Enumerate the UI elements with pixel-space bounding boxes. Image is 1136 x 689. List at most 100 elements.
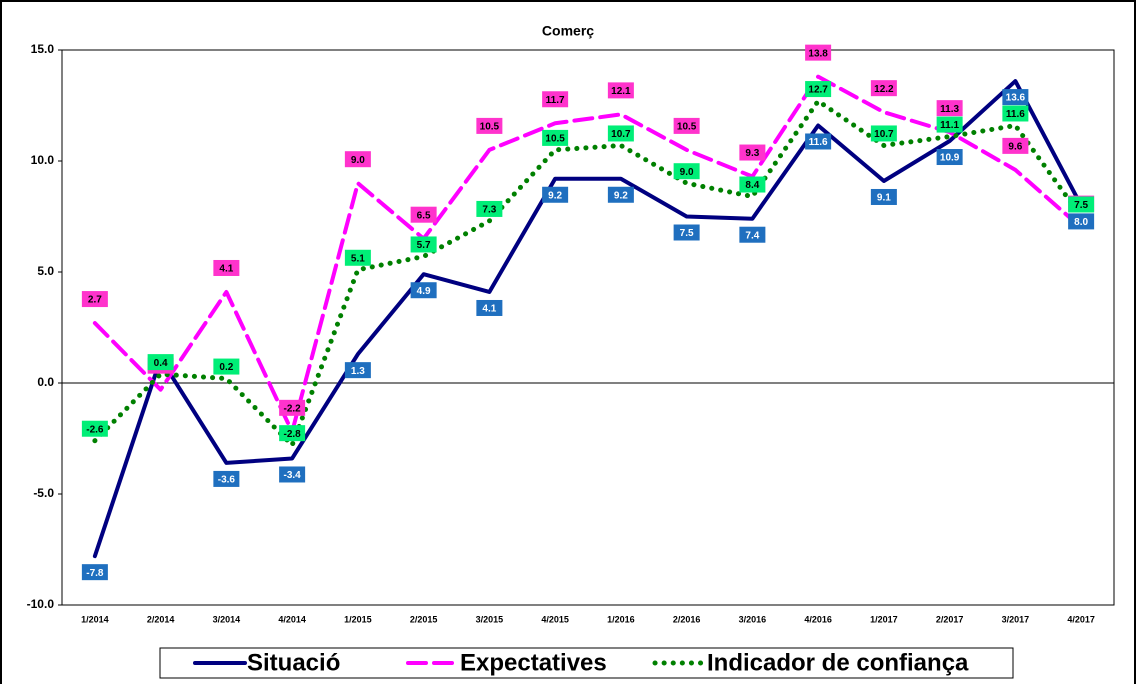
data-label: 13.6: [1006, 93, 1026, 104]
data-label-box: [81, 564, 108, 581]
data-label-box: [1002, 89, 1029, 106]
data-label: 13.8: [808, 48, 828, 59]
data-label: 5.7: [417, 240, 431, 251]
x-tick-label: 2/2014: [147, 614, 175, 624]
data-label-box: [739, 176, 766, 193]
data-label: 4.1: [219, 264, 233, 275]
data-label-box: [673, 163, 700, 180]
data-label-box: [936, 149, 963, 166]
x-tick-label: 3/2016: [739, 614, 767, 624]
x-tick-label: 3/2017: [1002, 614, 1030, 624]
data-label-box: [805, 44, 832, 61]
data-label-box: [805, 81, 832, 98]
data-label: 11.1: [940, 120, 959, 131]
data-label: 4.9: [417, 286, 431, 297]
data-label-box: [476, 200, 503, 217]
data-label-box: [476, 299, 503, 316]
data-label-box: [870, 125, 897, 142]
data-label: 10.9: [940, 153, 960, 164]
data-label-box: [147, 354, 174, 371]
chart-title: Comerç: [542, 23, 594, 39]
data-label: -2.6: [86, 424, 104, 435]
data-label-box: [410, 236, 437, 253]
data-label: 0.2: [219, 362, 233, 373]
data-label-box: [542, 129, 569, 146]
data-label-box: [673, 117, 700, 134]
data-label: 9.0: [680, 167, 694, 178]
data-label: 10.7: [611, 129, 631, 140]
data-label: 2.7: [88, 295, 102, 306]
data-label: 11.7: [546, 95, 565, 106]
data-label: -3.4: [284, 470, 302, 481]
data-label-box: [279, 399, 306, 416]
data-label-box: [1002, 105, 1029, 122]
data-label: 4.1: [482, 304, 496, 315]
data-label-box: [1068, 213, 1095, 230]
data-label: 9.3: [745, 148, 759, 159]
data-label: 12.7: [808, 85, 828, 96]
data-label-box: [213, 358, 240, 375]
data-label-box: [542, 186, 569, 203]
data-label: -2.8: [284, 429, 302, 440]
data-label-box: [673, 224, 700, 241]
x-tick-label: 1/2014: [81, 614, 109, 624]
y-tick-label: 0.0: [37, 375, 54, 389]
x-tick-label: 2/2017: [936, 614, 964, 624]
data-label-box: [81, 420, 108, 437]
x-tick-label: 2/2016: [673, 614, 701, 624]
y-tick-label: 10.0: [31, 153, 55, 167]
data-label: 10.5: [545, 134, 565, 145]
data-label: -7.8: [86, 568, 104, 579]
x-tick-label: 4/2016: [804, 614, 832, 624]
data-label-box: [344, 151, 371, 168]
data-label: 10.5: [677, 122, 697, 133]
data-label: 5.1: [351, 253, 365, 264]
data-label-box: [213, 470, 240, 487]
x-tick-label: 4/2015: [541, 614, 569, 624]
data-label: 8.0: [1074, 217, 1088, 228]
data-label-box: [410, 282, 437, 299]
series-line: [92, 79, 1084, 559]
data-label-box: [213, 259, 240, 276]
data-label-box: [936, 100, 963, 117]
data-label: 12.1: [611, 86, 631, 97]
data-label-box: [739, 226, 766, 243]
data-label: 1.3: [351, 366, 365, 377]
data-label-box: [279, 466, 306, 483]
plot-area: [61, 49, 1115, 606]
x-tick-label: 1/2016: [607, 614, 635, 624]
data-label-box: [1068, 196, 1095, 213]
y-tick-label: 15.0: [31, 42, 55, 56]
data-label-box: [607, 186, 634, 203]
data-label: 9.0: [351, 155, 365, 166]
data-label-box: [1002, 137, 1029, 154]
legend-label: Situació: [247, 649, 340, 676]
series-line: [92, 98, 1084, 448]
data-label-box: [279, 425, 306, 442]
data-label: 7.5: [680, 228, 694, 239]
data-label: 10.5: [480, 122, 500, 133]
data-label: 7.4: [745, 230, 759, 241]
x-tick-label: 3/2014: [213, 614, 241, 624]
x-tick-label: 2/2015: [410, 614, 438, 624]
data-label: 6.5: [417, 210, 431, 221]
data-label-box: [410, 206, 437, 223]
legend-label: Expectatives: [460, 649, 607, 676]
x-tick-label: 4/2017: [1067, 614, 1095, 624]
data-label-box: [344, 249, 371, 266]
data-label: 11.6: [809, 137, 828, 148]
data-label-box: [870, 188, 897, 205]
data-label-box: [607, 125, 634, 142]
data-label: 10.7: [874, 129, 894, 140]
legend-label: Indicador de confiança: [707, 649, 969, 676]
legend-box: [159, 647, 1014, 679]
x-tick-label: 3/2015: [476, 614, 504, 624]
data-label: 7.3: [482, 205, 496, 216]
y-tick-label: -5.0: [33, 486, 54, 500]
data-label: 11.6: [1006, 109, 1025, 120]
data-label-box: [81, 291, 108, 308]
data-label-box: [870, 80, 897, 97]
data-label: 9.1: [877, 193, 891, 204]
